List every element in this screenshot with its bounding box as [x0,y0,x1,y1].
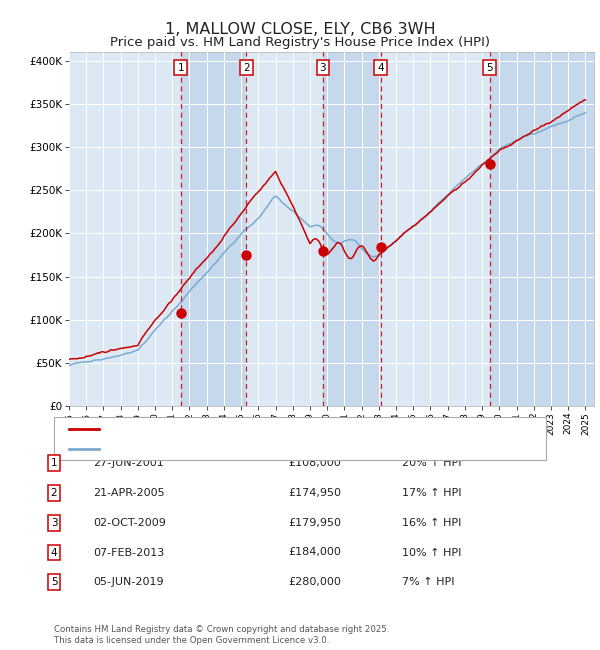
Bar [246,52,323,406]
Text: 1: 1 [178,62,184,73]
Text: 4: 4 [50,547,58,558]
Text: 3: 3 [50,517,58,528]
Text: £280,000: £280,000 [288,577,341,588]
Text: 3: 3 [320,62,326,73]
Text: £174,950: £174,950 [288,488,341,498]
Text: 2: 2 [50,488,58,498]
Text: 02-OCT-2009: 02-OCT-2009 [93,517,166,528]
Text: 16% ↑ HPI: 16% ↑ HPI [402,517,461,528]
Text: 27-JUN-2001: 27-JUN-2001 [93,458,164,468]
Bar [323,52,380,406]
Text: 5: 5 [50,577,58,588]
Text: HPI: Average price, semi-detached house, East Cambridgeshire: HPI: Average price, semi-detached house,… [105,443,436,454]
Text: 1, MALLOW CLOSE, ELY, CB6 3WH (semi-detached house): 1, MALLOW CLOSE, ELY, CB6 3WH (semi-deta… [105,424,404,434]
Bar [181,52,246,406]
Text: 4: 4 [377,62,384,73]
Text: 07-FEB-2013: 07-FEB-2013 [93,547,164,558]
Text: 1: 1 [50,458,58,468]
Text: 1, MALLOW CLOSE, ELY, CB6 3WH: 1, MALLOW CLOSE, ELY, CB6 3WH [164,22,436,37]
Text: Contains HM Land Registry data © Crown copyright and database right 2025.
This d: Contains HM Land Registry data © Crown c… [54,625,389,645]
Bar [380,52,490,406]
Text: Price paid vs. HM Land Registry's House Price Index (HPI): Price paid vs. HM Land Registry's House … [110,36,490,49]
Text: 21-APR-2005: 21-APR-2005 [93,488,164,498]
Bar [490,52,594,406]
Text: £184,000: £184,000 [288,547,341,558]
Text: 2: 2 [243,62,250,73]
Text: 10% ↑ HPI: 10% ↑ HPI [402,547,461,558]
Text: 05-JUN-2019: 05-JUN-2019 [93,577,164,588]
Text: 7% ↑ HPI: 7% ↑ HPI [402,577,455,588]
Bar [69,52,181,406]
Text: £108,000: £108,000 [288,458,341,468]
Text: 5: 5 [486,62,493,73]
Text: 20% ↑ HPI: 20% ↑ HPI [402,458,461,468]
Text: 17% ↑ HPI: 17% ↑ HPI [402,488,461,498]
Text: £179,950: £179,950 [288,517,341,528]
